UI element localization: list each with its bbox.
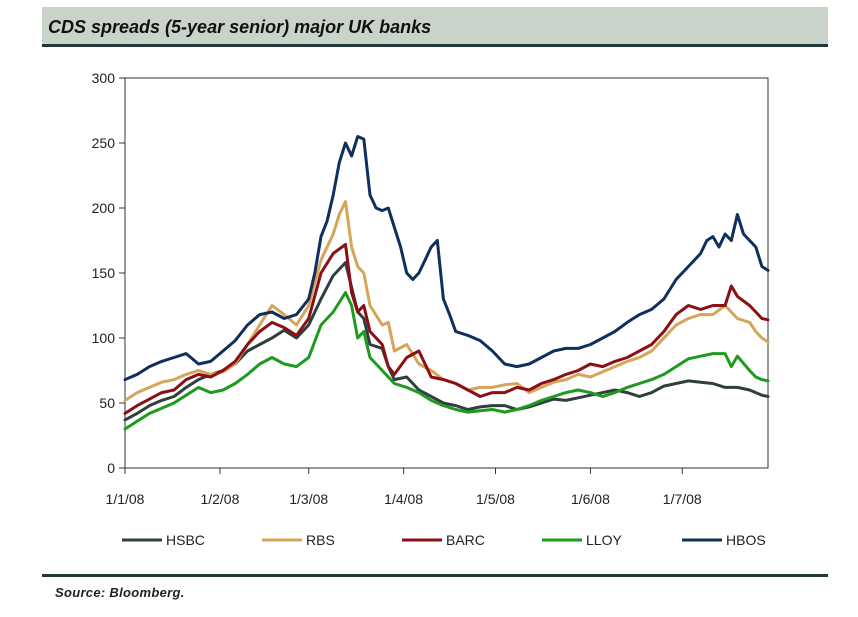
source-note: Source: Bloomberg. [55,585,185,600]
y-tick-label: 300 [92,70,116,86]
x-tick-label: 1/2/08 [200,491,239,507]
x-tick-label: 1/5/08 [476,491,515,507]
y-tick-label: 250 [92,135,116,151]
x-tick-label: 1/6/08 [571,491,610,507]
chart-title: CDS spreads (5-year senior) major UK ban… [48,17,432,37]
plot-frame [124,77,769,469]
y-tick-label: 100 [92,330,116,346]
series-lines [123,135,770,431]
legend-label-hsbc: HSBC [166,532,205,548]
axes: 0 50 100 150 200 250 300 1/1/08 1/2/08 1/3/08 1/4/… [92,70,769,507]
series-line-barc [123,242,770,415]
y-tick-label: 150 [92,265,116,281]
series-line-hbos [123,135,770,382]
y-tick-label: 200 [92,200,116,216]
bottom-rule [42,574,828,577]
x-tick-label: 1/1/08 [106,491,145,507]
legend-label-barc: BARC [446,532,485,548]
x-tick-label: 1/3/08 [289,491,328,507]
y-tick-label: 0 [107,460,115,476]
legend-label-rbs: RBS [306,532,335,548]
legend-label-hbos: HBOS [726,532,766,548]
x-tick-label: 1/7/08 [663,491,702,507]
title-bar: CDS spreads (5-year senior) major UK ban… [42,7,828,47]
legend: HSBC RBS BARC LLOY HBOS [122,532,766,548]
y-tick-label: 50 [99,395,115,411]
legend-label-lloy: LLOY [586,532,622,548]
series-line-lloy [123,291,770,431]
x-tick-label: 1/4/08 [384,491,423,507]
